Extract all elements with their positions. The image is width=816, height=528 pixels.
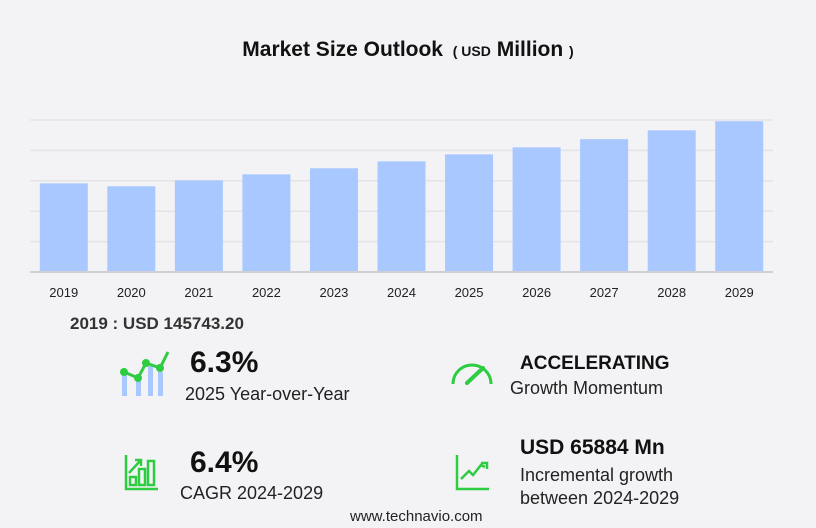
bar-line-growth-icon (120, 351, 170, 396)
cagr-value: 6.4% (190, 446, 259, 479)
momentum-value: ACCELERATING (520, 353, 670, 374)
x-tick-label: 2020 (117, 285, 146, 300)
bar-2027 (580, 139, 629, 272)
line-chart-up-icon (455, 455, 489, 491)
first-year-value: 2019 : USD 145743.20 (70, 314, 244, 333)
x-tick-label: 2027 (590, 285, 619, 300)
yoy-label: 2025 Year-over-Year (185, 384, 350, 404)
bar-2023 (309, 168, 358, 272)
x-tick-label: 2023 (319, 285, 348, 300)
bar-2024 (377, 161, 426, 272)
bar-2029 (715, 121, 764, 272)
incremental-label-2: between 2024-2029 (520, 488, 680, 508)
x-tick-label: 2021 (184, 285, 213, 300)
bar-2022 (242, 174, 291, 272)
momentum-label: Growth Momentum (510, 378, 664, 398)
bar-2021 (174, 180, 223, 272)
bar-2020 (107, 186, 156, 272)
x-tick-label: 2024 (387, 285, 416, 300)
x-tick-label: 2029 (725, 285, 754, 300)
bar-chart: 2019 2020 2021 2022 2023 2024 2025 2026 2027 2028… (30, 119, 773, 300)
bar-2019 (39, 183, 88, 272)
yoy-value: 6.3% (190, 346, 259, 379)
x-tick-label: 2026 (522, 285, 551, 300)
cagr-label: CAGR 2024-2029 (180, 483, 324, 503)
x-tick-label: 2022 (252, 285, 281, 300)
bar-2026 (512, 147, 561, 272)
x-tick-label: 2028 (657, 285, 686, 300)
incremental-value: USD 65884 Mn (520, 436, 665, 459)
speedometer-icon (451, 363, 493, 385)
footer-url[interactable]: www.technavio.com (350, 508, 483, 525)
x-tick-label: 2019 (49, 285, 78, 300)
bar-2025 (445, 154, 494, 272)
chart-title: Market Size Outlook ( USD Million ) (242, 38, 574, 61)
x-tick-label: 2025 (455, 285, 484, 300)
bar-chart-arrow-icon (124, 455, 158, 491)
bar-2028 (647, 130, 696, 272)
incremental-label: Incremental growth (520, 465, 674, 485)
